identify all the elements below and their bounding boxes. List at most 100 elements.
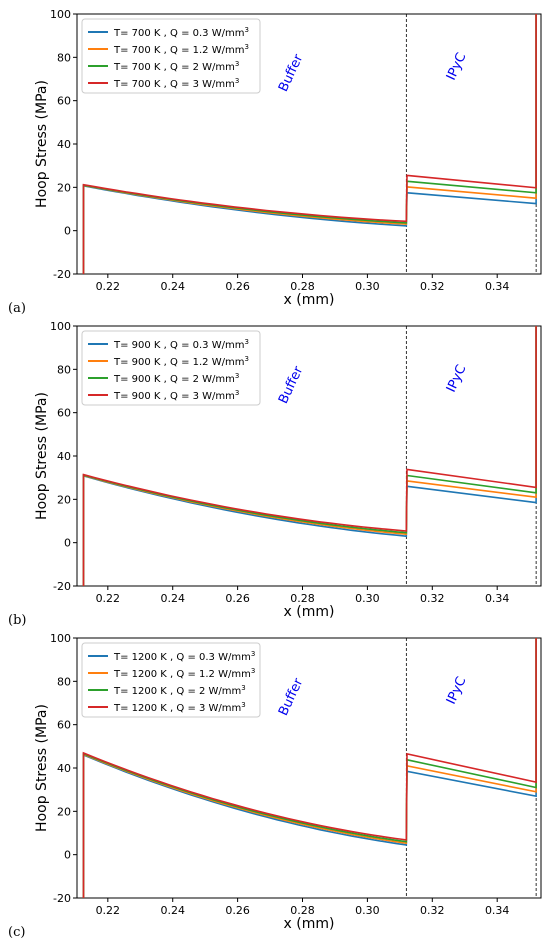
- legend-entry-2: T= 700 K , Q = 1.2 W/mm3: [113, 43, 249, 56]
- x-tick-label: 0.30: [355, 280, 380, 293]
- y-axis-label: Hoop Stress (MPa): [34, 704, 50, 832]
- series-line-4: [82, 326, 537, 586]
- y-tick-label: -20: [53, 892, 71, 905]
- x-tick-label: 0.30: [355, 904, 380, 917]
- y-tick-label: 60: [57, 407, 71, 420]
- legend-exponent: 3: [244, 355, 248, 363]
- legend-box: [81, 642, 261, 718]
- data-series-group: [82, 326, 537, 586]
- y-tick-label: 80: [57, 363, 71, 376]
- legend-entry-2: T= 900 K , Q = 1.2 W/mm3: [113, 355, 249, 368]
- panel-2: -20 0 20 40 60 80 100 0.22 0.24 0.26 0.28 0.30 0.32 0…: [8, 320, 542, 628]
- legend-entry-2: T= 1200 K , Q = 1.2 W/mm3: [113, 667, 255, 680]
- legend-box: [81, 18, 261, 94]
- y-tick-label: 0: [64, 225, 71, 238]
- x-tick-label: 0.26: [225, 280, 250, 293]
- y-tick-label: 100: [50, 320, 71, 333]
- x-tick-label: 0.26: [225, 904, 250, 917]
- legend-exponent: 3: [244, 26, 248, 34]
- y-tick-label: 20: [57, 181, 71, 194]
- x-tick-label: 0.32: [420, 904, 445, 917]
- x-axis-label: x (mm): [284, 292, 335, 308]
- legend-entry-text: T= 700 K , Q = 0.3 W/mm: [113, 28, 244, 39]
- legend-exponent: 3: [235, 372, 239, 380]
- legend-exponent: 3: [241, 684, 245, 692]
- legend-entry-text: T= 1200 K , Q = 3 W/mm: [113, 703, 241, 714]
- y-tick-label: 0: [64, 849, 71, 862]
- legend-entry-text: T= 1200 K , Q = 2 W/mm: [113, 686, 241, 697]
- legend-entry-text: T= 700 K , Q = 1.2 W/mm: [113, 45, 244, 56]
- legend-exponent: 3: [244, 43, 248, 51]
- y-tick-label: 80: [57, 675, 71, 688]
- y-tick-label: 20: [57, 493, 71, 506]
- series-line-1: [82, 638, 537, 898]
- legend-entry-text: T= 900 K , Q = 1.2 W/mm: [113, 357, 244, 368]
- region-label-ipyc: IPyC: [444, 675, 470, 707]
- x-tick-label: 0.32: [420, 592, 445, 605]
- legend-box: [81, 330, 261, 406]
- y-tick-label: 40: [57, 138, 71, 151]
- region-label-ipyc: IPyC: [444, 51, 470, 83]
- y-tick-label: -20: [53, 268, 71, 281]
- data-series-group: [82, 14, 537, 274]
- data-series-group: [82, 638, 537, 898]
- legend-exponent: 3: [235, 389, 239, 397]
- y-tick-label: 0: [64, 537, 71, 550]
- legend-entry-text: T= 900 K , Q = 3 W/mm: [113, 391, 235, 402]
- legend-entry-text: T= 700 K , Q = 2 W/mm: [113, 62, 235, 73]
- x-tick-label: 0.26: [225, 592, 250, 605]
- x-tick-label: 0.28: [290, 904, 315, 917]
- x-tick-label: 0.28: [290, 592, 315, 605]
- y-axis-label: Hoop Stress (MPa): [34, 80, 50, 208]
- legend-entry-3: T= 700 K , Q = 2 W/mm3: [113, 60, 239, 73]
- legend-entry-4: T= 700 K , Q = 3 W/mm3: [113, 77, 239, 90]
- series-line-4: [82, 14, 537, 274]
- y-tick-label: -20: [53, 580, 71, 593]
- legend-entry-1: T= 1200 K , Q = 0.3 W/mm3: [113, 650, 255, 663]
- y-tick-label: 60: [57, 95, 71, 108]
- x-tick-label: 0.24: [160, 592, 185, 605]
- region-label-buffer: Buffer: [276, 676, 307, 719]
- panel-label: (a): [8, 301, 26, 316]
- legend-exponent: 3: [251, 667, 255, 675]
- legend-entry-3: T= 1200 K , Q = 2 W/mm3: [113, 684, 246, 697]
- x-tick-label: 0.34: [485, 280, 510, 293]
- region-label-buffer: Buffer: [276, 364, 307, 407]
- x-tick-label: 0.30: [355, 592, 380, 605]
- region-label-buffer: Buffer: [276, 52, 307, 95]
- x-tick-label: 0.28: [290, 280, 315, 293]
- panel-3: -20 0 20 40 60 80 100 0.22 0.24 0.26 0.28 0.30 0.32 0…: [8, 632, 542, 940]
- panel-label: (c): [8, 925, 25, 940]
- x-tick-label: 0.34: [485, 904, 510, 917]
- panel-label: (b): [8, 613, 26, 628]
- legend-entry-4: T= 900 K , Q = 3 W/mm3: [113, 389, 239, 402]
- legend-entry-text: T= 900 K , Q = 0.3 W/mm: [113, 340, 244, 351]
- x-axis-label: x (mm): [284, 604, 335, 620]
- legend-entry-text: T= 900 K , Q = 2 W/mm: [113, 374, 235, 385]
- legend-exponent: 3: [241, 701, 245, 709]
- legend-entry-4: T= 1200 K , Q = 3 W/mm3: [113, 701, 246, 714]
- x-tick-label: 0.34: [485, 592, 510, 605]
- legend-exponent: 3: [251, 650, 255, 658]
- legend-entry-3: T= 900 K , Q = 2 W/mm3: [113, 372, 239, 385]
- x-tick-label: 0.24: [160, 280, 185, 293]
- legend-entry-text: T= 1200 K , Q = 0.3 W/mm: [113, 652, 251, 663]
- legend-entry-text: T= 1200 K , Q = 1.2 W/mm: [113, 669, 251, 680]
- y-tick-label: 60: [57, 719, 71, 732]
- x-tick-label: 0.22: [96, 280, 121, 293]
- x-tick-label: 0.22: [96, 592, 121, 605]
- x-tick-label: 0.32: [420, 280, 445, 293]
- legend-exponent: 3: [244, 338, 248, 346]
- y-axis-label: Hoop Stress (MPa): [34, 392, 50, 520]
- x-axis-label: x (mm): [284, 916, 335, 932]
- legend-entry-1: T= 900 K , Q = 0.3 W/mm3: [113, 338, 249, 351]
- y-tick-label: 40: [57, 762, 71, 775]
- y-tick-label: 80: [57, 51, 71, 64]
- panel-1: -20 0 20 40 60 80 100 0.22 0.24 0.26 0.28 0.30 0.32 0…: [8, 8, 542, 316]
- y-tick-label: 20: [57, 805, 71, 818]
- x-tick-label: 0.22: [96, 904, 121, 917]
